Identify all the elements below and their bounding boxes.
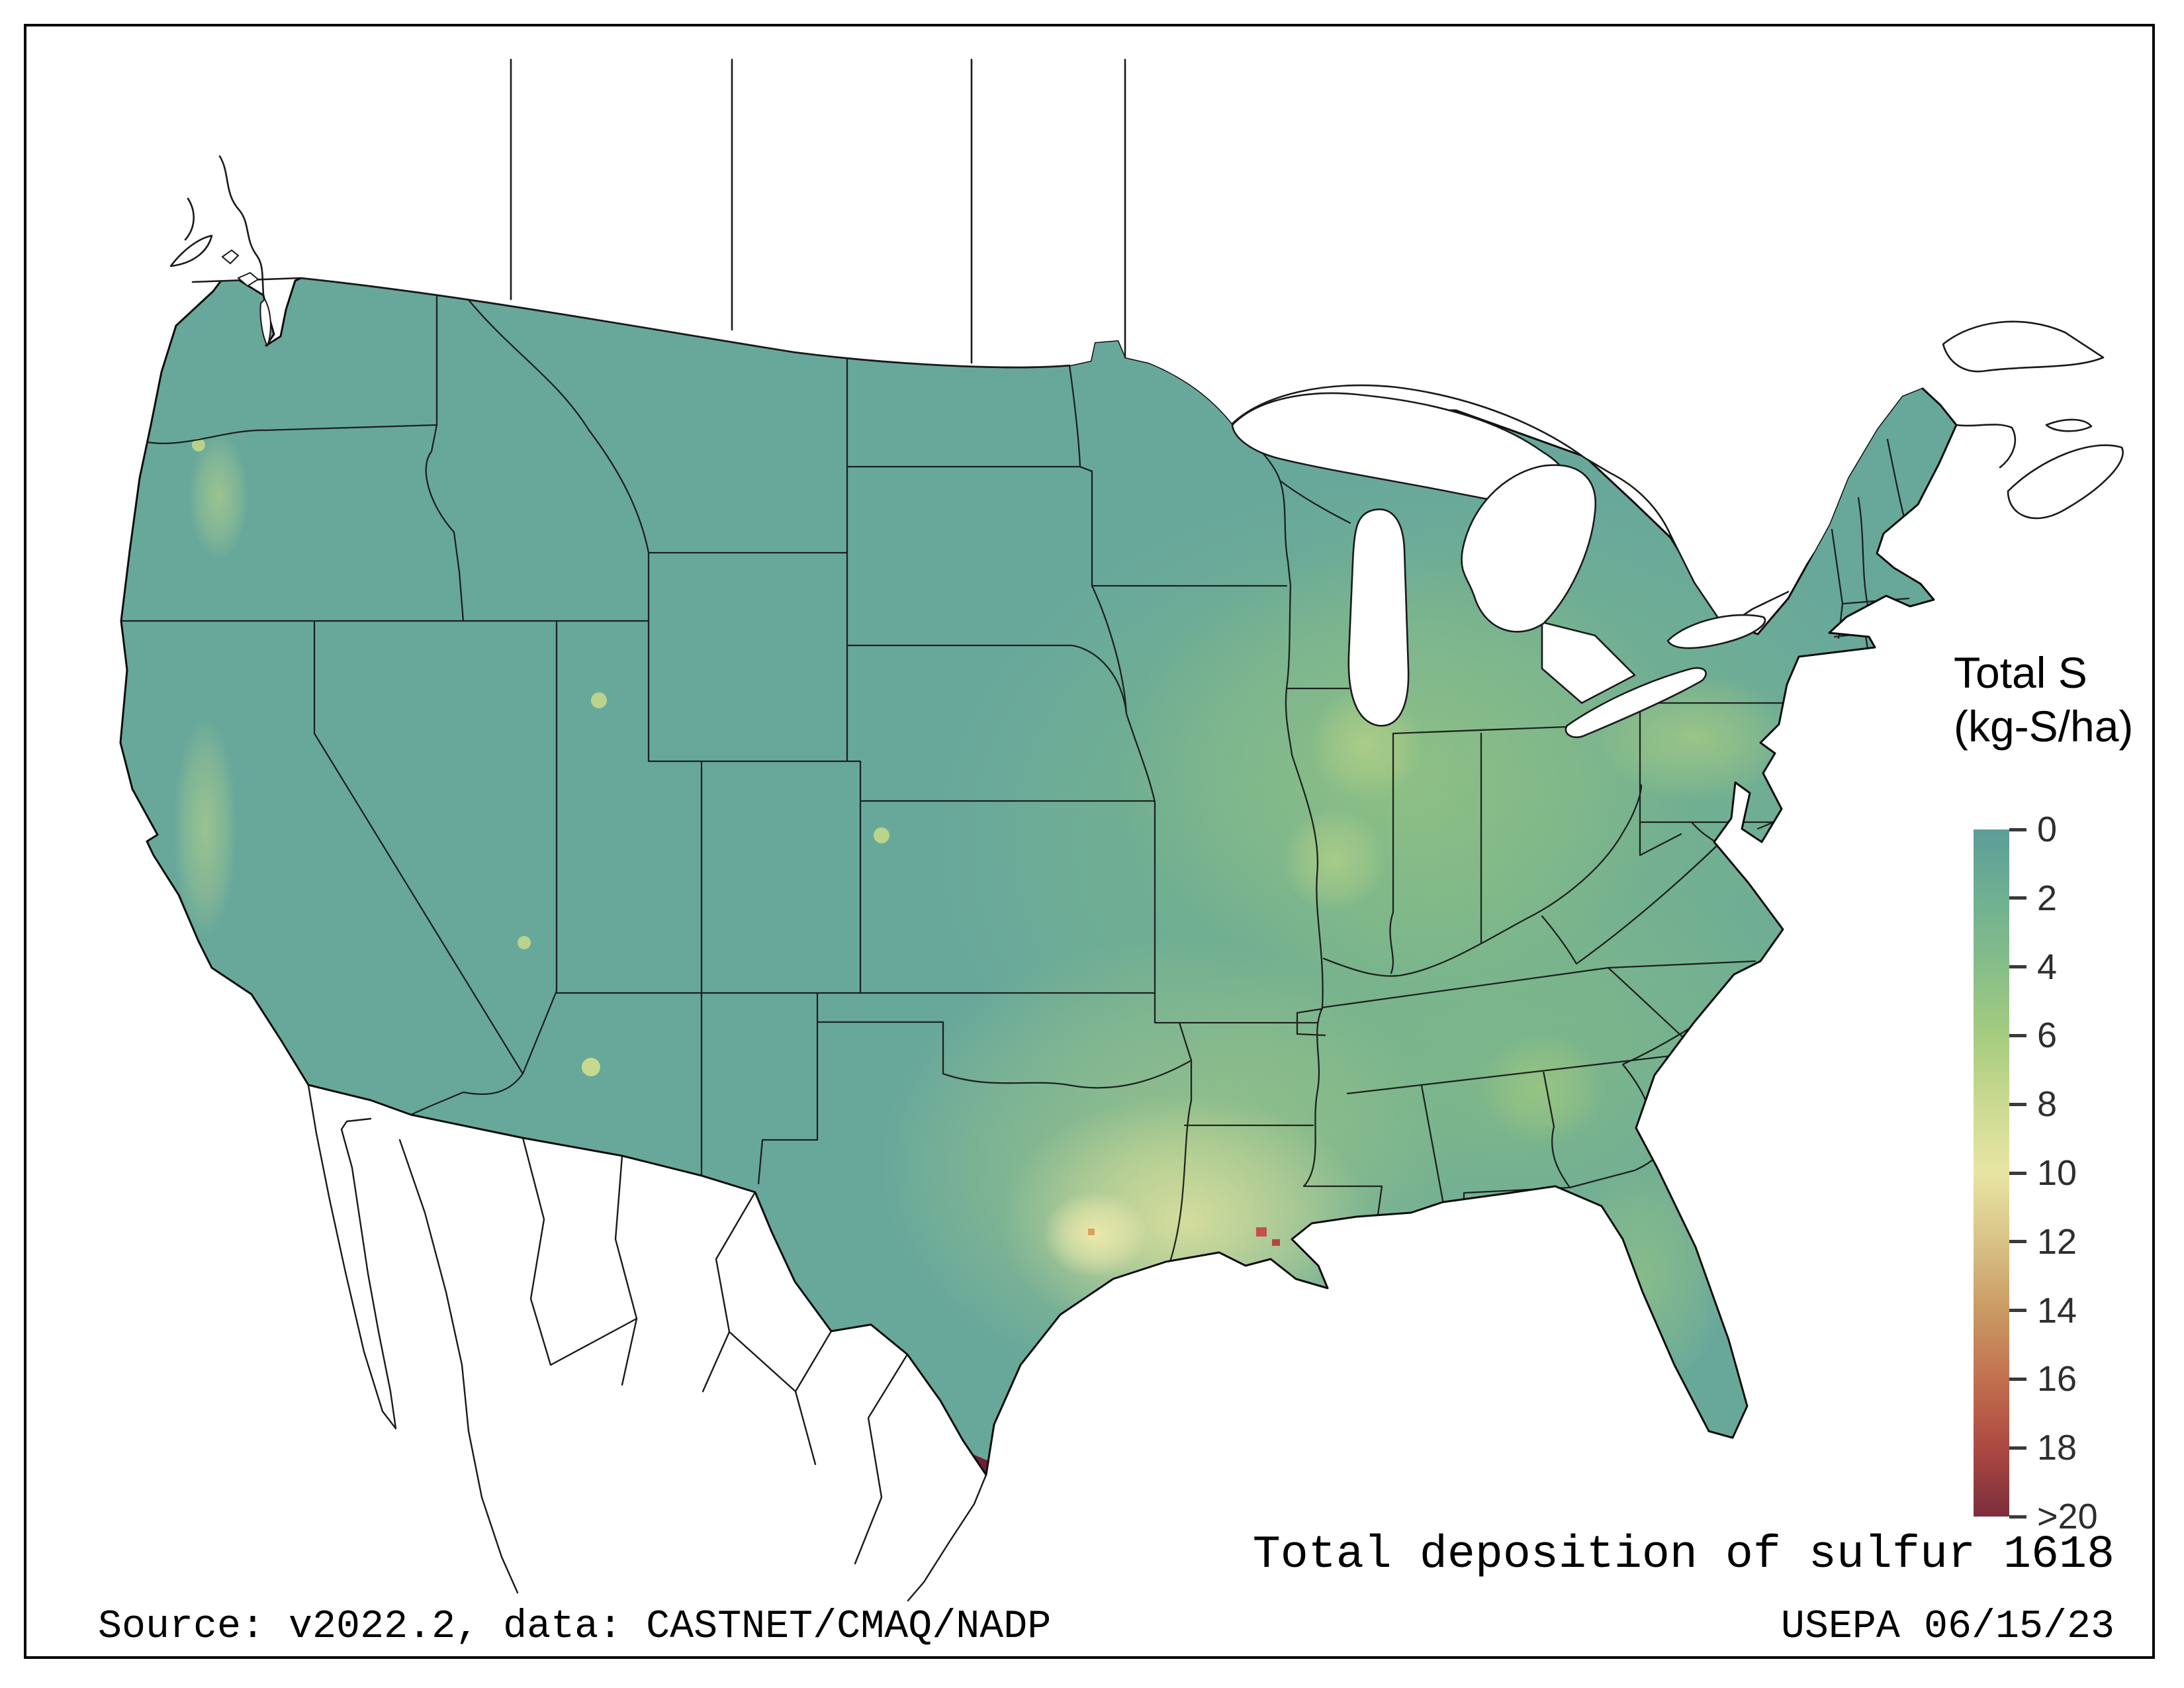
- tick-mark: [2009, 827, 2026, 831]
- tick-mark: [2009, 1377, 2026, 1381]
- legend-tick: 14: [2009, 1290, 2077, 1331]
- tick-mark: [2009, 965, 2026, 969]
- legend-tick: 0: [2009, 809, 2057, 850]
- figure-caption: Total deposition of sulfur 1618: [1252, 1529, 2115, 1581]
- tick-label: 12: [2037, 1221, 2077, 1262]
- legend-colorbar: [1974, 829, 2009, 1517]
- tick-label: 8: [2037, 1084, 2058, 1125]
- tick-label: >20: [2037, 1497, 2098, 1536]
- legend-tick: 8: [2009, 1084, 2057, 1125]
- legend-tick: 16: [2009, 1358, 2077, 1399]
- tick-mark: [2009, 1171, 2026, 1175]
- agency-date: USEPA 06/15/23: [1780, 1605, 2115, 1650]
- tick-mark: [2009, 1309, 2026, 1313]
- legend-tick: 4: [2009, 947, 2057, 988]
- tick-mark: [2009, 1515, 2026, 1519]
- bc-coastline: [184, 155, 265, 297]
- legend-tick: 10: [2009, 1152, 2077, 1194]
- legend-tick: >20: [2009, 1496, 2098, 1537]
- legend-ticks: 0 2 4 6 8 10 12 14 16 18 >20: [2009, 810, 2168, 1536]
- tick-label: 10: [2037, 1153, 2077, 1193]
- legend-tick: 6: [2009, 1015, 2057, 1056]
- prince-edward-island: [2045, 418, 2093, 432]
- legend-tick: 18: [2009, 1427, 2077, 1468]
- legend-title: Total S (kg-S/ha): [1954, 646, 2133, 753]
- canada-borders: [169, 58, 2124, 704]
- source-note: Source: v2022.2, data: CASTNET/CMAQ/NADP: [98, 1605, 1052, 1650]
- mexico-west-coast: [398, 1139, 519, 1594]
- tick-mark: [2009, 1446, 2026, 1450]
- tick-label: 6: [2037, 1015, 2058, 1056]
- lake-huron: [1461, 464, 1597, 633]
- legend-title-line1: Total S: [1954, 648, 2087, 697]
- baja-california-coast: [307, 1084, 397, 1430]
- great-lakes: [1231, 392, 1766, 739]
- state-borders: [120, 283, 1913, 1263]
- tick-mark: [2009, 1033, 2026, 1037]
- tick-label: 2: [2037, 878, 2058, 918]
- canada-fill: [132, 53, 2144, 628]
- tick-mark: [2009, 1240, 2026, 1244]
- tick-label: 4: [2037, 947, 2058, 987]
- province-lines: [510, 58, 1126, 364]
- lake-ontario: [1666, 614, 1766, 649]
- city-hotspots: [192, 438, 889, 1076]
- tick-mark: [2009, 896, 2026, 900]
- mexico-borders: [307, 1084, 987, 1602]
- mexico-state-lines: [522, 1137, 909, 1565]
- mexico-gulf-coast: [907, 1474, 987, 1602]
- ontario-peninsula: [1541, 621, 1636, 704]
- tick-label: 0: [2037, 810, 2058, 849]
- tick-label: 14: [2037, 1290, 2077, 1331]
- tick-label: 16: [2037, 1359, 2077, 1399]
- puget-sound: [221, 249, 271, 348]
- tick-label: 18: [2037, 1428, 2077, 1468]
- us-canada-border: [191, 277, 1071, 369]
- vancouver-island: [169, 234, 213, 267]
- lake-michigan: [1347, 508, 1410, 727]
- legend-tick: 12: [2009, 1221, 2077, 1262]
- nova-scotia: [2007, 444, 2124, 520]
- legend-tick: 2: [2009, 878, 2057, 919]
- new-brunswick-coast: [1955, 424, 2016, 469]
- lake-erie: [1565, 667, 1707, 739]
- gaspe-peninsula: [1942, 320, 2105, 373]
- legend-units: (kg-S/ha): [1954, 701, 2134, 751]
- tick-mark: [2009, 1102, 2026, 1106]
